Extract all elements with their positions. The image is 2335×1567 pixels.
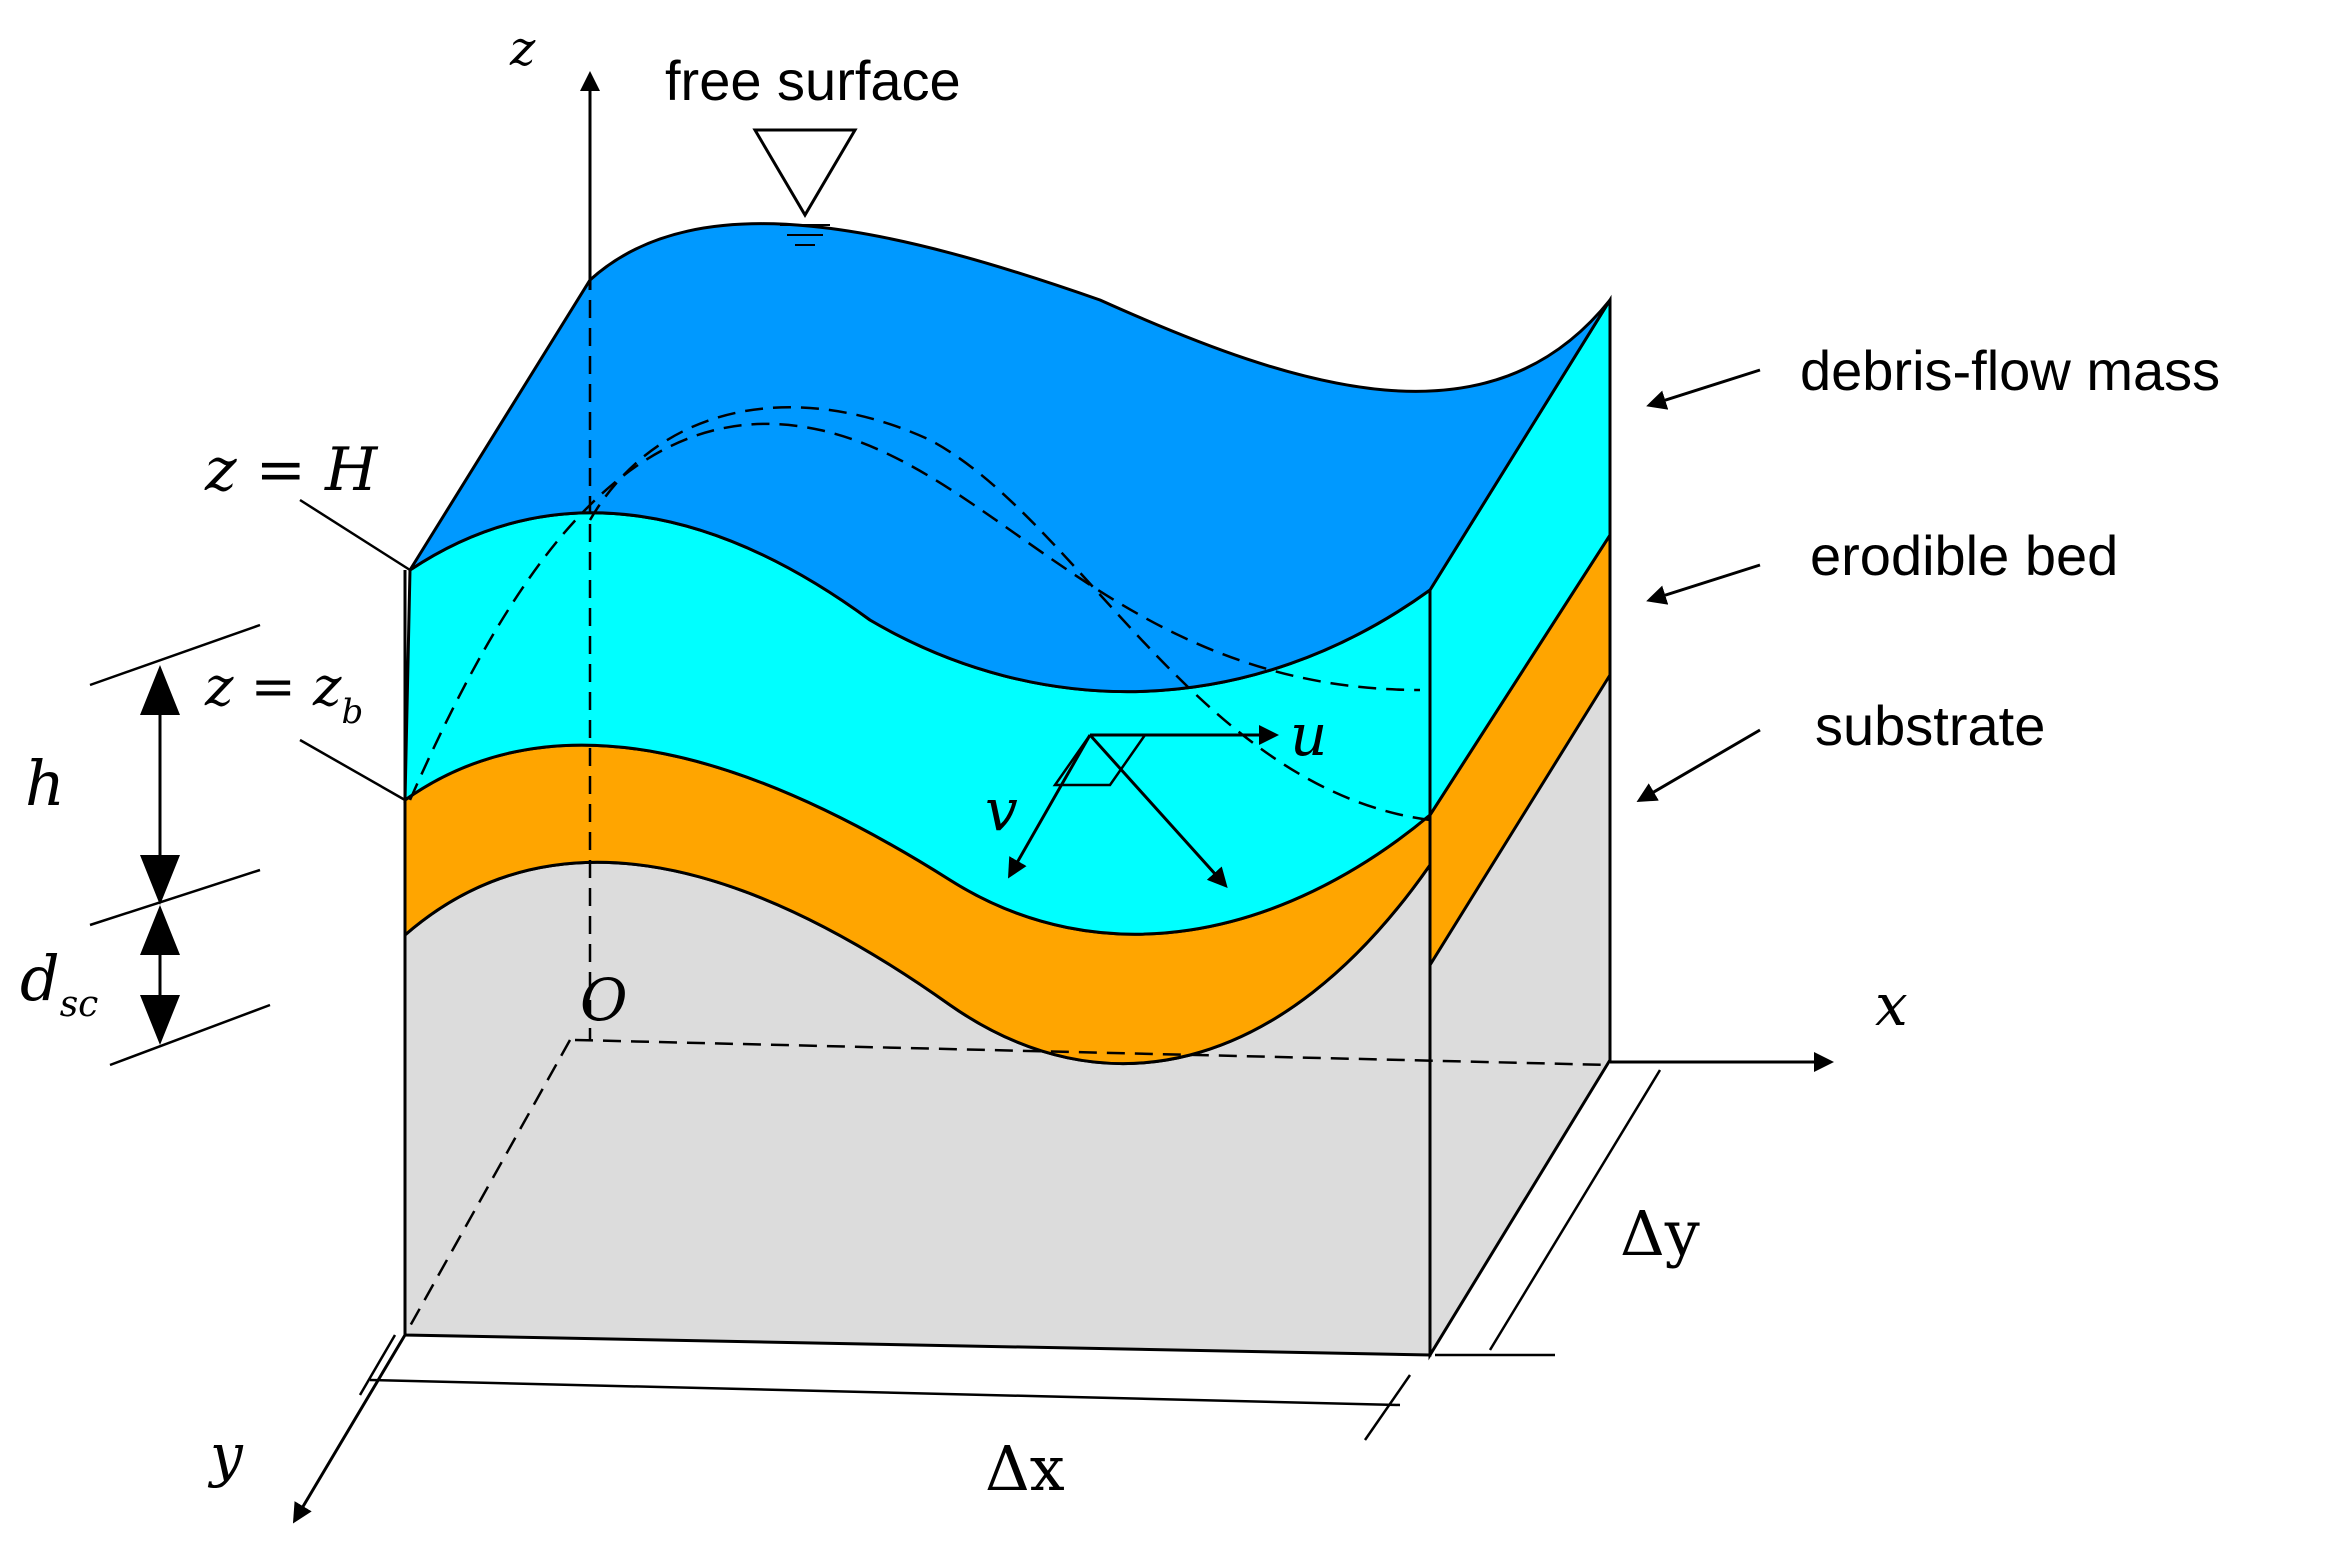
h-bottom-extension [89,868,261,927]
debris-flow-mass-pointer [1646,368,1761,410]
h-arrow-top-icon [140,665,180,715]
z-H-leader [299,498,411,572]
y-axis-label: y [207,1421,244,1489]
h-top-extension [89,623,261,687]
dx-right-extension [1363,1374,1412,1441]
dx-dimension-line [369,1378,1401,1407]
dsc-subscript: sc [60,984,99,1025]
origin-label: O [580,966,628,1034]
z-eq-H-label: z = H [204,435,379,505]
hidden-curve-top [408,422,1421,801]
z-eq-zb-subscript: b [341,692,363,732]
delta-y-label: Δy [1620,1197,1700,1270]
dsc-arrow-top-icon [140,905,180,955]
h-arrow-bottom-icon [140,855,180,905]
z-axis-label: z [509,21,536,77]
dsc-label: dsc [20,942,98,1025]
dx-left-extension [358,1334,397,1396]
free-surface-triangle-icon [752,128,858,218]
v-vector [1008,734,1092,879]
debris-flow-mass-label: debris-flow mass [1800,339,2220,402]
delta-x-label: Δx [985,1432,1065,1505]
x-axis-label: x [1875,971,1908,1039]
h-label: h [25,747,65,820]
hidden-back-edge [403,1039,572,1336]
substrate-label: substrate [1815,694,2045,757]
y-axis-line [292,1334,407,1524]
erodible-bed-label: erodible bed [1810,524,2118,587]
erodible-bed-pointer [1646,563,1761,605]
v-label: v [985,776,1018,844]
hidden-x-axis [574,1038,1611,1067]
hidden-curve-bottom [588,406,1431,822]
free-surface-label: free surface [665,49,961,112]
dsc-arrow-bottom-icon [140,995,180,1045]
resultant-vector [1088,733,1228,888]
dsc-main: d [20,942,60,1015]
free-surface-top [408,222,1612,694]
z-eq-zb-label: z = zb [204,655,363,732]
dy-dimension-line [1488,1069,1662,1351]
z-zb-leader [299,738,406,802]
z-eq-zb-main: z = z [204,655,342,718]
vector-parallelogram [1052,734,1147,787]
dsc-bottom-extension [109,1003,271,1067]
substrate-pointer [1636,728,1761,803]
u-label: u [1290,701,1327,769]
